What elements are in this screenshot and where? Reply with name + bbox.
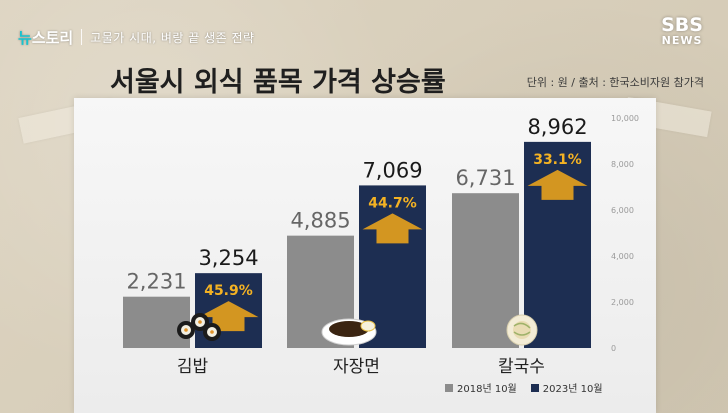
legend-item-2023: 2023년 10월 [530, 380, 603, 395]
category-label: 자장면 [333, 357, 380, 377]
value-label-2018: 4,885 [290, 209, 350, 233]
y-tick-label: 0 [611, 344, 616, 353]
y-tick-label: 4,000 [611, 252, 634, 261]
legend-item-2018: 2018년 10월 [445, 380, 517, 395]
y-tick-label: 2,000 [611, 298, 634, 307]
bar-2018 [123, 296, 190, 348]
increase-percent-label: 33.1% [533, 152, 582, 168]
legend-swatch-2018 [445, 383, 453, 392]
chart-legend: 2018년 10월 2023년 10월 [445, 380, 603, 395]
increase-percent-label: 44.7% [368, 195, 417, 211]
value-label-2018: 2,231 [126, 270, 186, 294]
gimbap-icon [184, 328, 188, 332]
increase-percent-label: 45.9% [204, 283, 253, 299]
y-tick-label: 6,000 [611, 206, 634, 215]
value-label-2023: 3,254 [198, 246, 258, 270]
header-divider [81, 29, 83, 45]
jajangmyeon-icon [360, 320, 376, 332]
legend-swatch-2023 [530, 383, 539, 392]
chart-title: 서울시 외식 품목 가격 상승률 [110, 67, 446, 98]
y-tick-label: 10,000 [611, 114, 639, 123]
category-label: 칼국수 [498, 357, 545, 377]
value-label-2023: 7,069 [362, 158, 422, 182]
category-label: 김밥 [177, 357, 209, 377]
legend-label-2018: 2018년 10월 [457, 384, 517, 395]
brand-logo: 뉴스토리 [18, 28, 74, 47]
y-tick-label: 8,000 [611, 160, 634, 169]
gimbap-icon [198, 320, 202, 324]
value-label-2018: 6,731 [455, 166, 515, 190]
gimbap-icon [210, 330, 214, 334]
broadcaster-logo: SBS NEWS [661, 14, 703, 47]
program-title: 고물가 시대, 벼랑 끝 생존 전략 [90, 30, 255, 45]
bar-2018 [452, 193, 519, 348]
kalguksu-icon [513, 322, 531, 336]
increase-arrow-icon [362, 213, 423, 244]
legend-label-2023: 2023년 10월 [542, 384, 603, 395]
value-label-2023: 8,962 [527, 115, 587, 139]
jajangmyeon-icon [329, 321, 369, 337]
unit-source-note: 단위 : 원 / 출처 : 한국소비자원 참가격 [526, 76, 704, 89]
increase-arrow-icon [527, 169, 588, 200]
program-header: 뉴스토리 고물가 시대, 벼랑 끝 생존 전략 [18, 24, 255, 50]
